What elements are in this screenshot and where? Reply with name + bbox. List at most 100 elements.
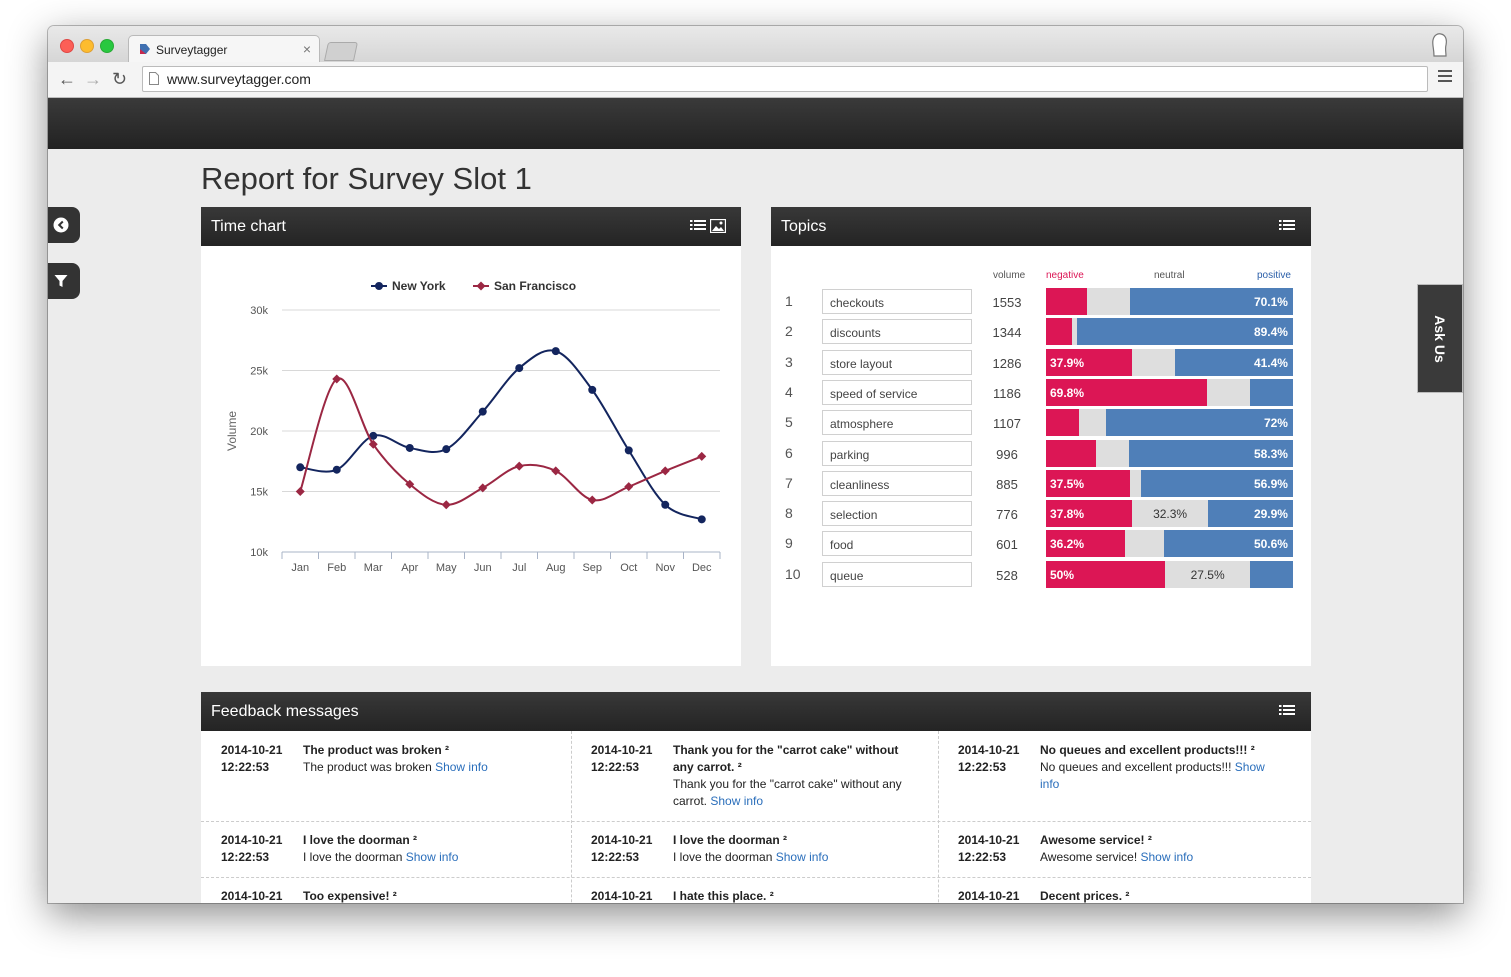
- data-point: [551, 347, 560, 356]
- topic-label-field[interactable]: queue: [822, 561, 972, 587]
- hamburger-menu-icon[interactable]: [1438, 70, 1452, 84]
- topic-label-field[interactable]: discounts: [822, 319, 972, 345]
- topic-label-field[interactable]: speed of service: [822, 379, 972, 405]
- negative-header: negative: [1046, 270, 1084, 281]
- topic-rank: 9: [785, 535, 793, 552]
- url-text[interactable]: www.surveytagger.com: [167, 71, 311, 87]
- list-view-icon[interactable]: [690, 219, 706, 233]
- column-divider: [571, 731, 572, 903]
- positive-segment-label: 72%: [1263, 416, 1288, 431]
- sentiment-bar[interactable]: 36.2% 50.6%: [1046, 530, 1293, 558]
- data-point: [624, 446, 633, 455]
- message-time: 12:22:53: [221, 850, 270, 864]
- neutral-segment-label: 32.3%: [1153, 507, 1188, 522]
- legend-label[interactable]: New York: [392, 279, 446, 293]
- message-content: Too expensive! ²: [303, 888, 543, 903]
- sentiment-bar[interactable]: 69.8%: [1046, 378, 1293, 406]
- sentiment-bar[interactable]: 37.8% 32.3% 29.9%: [1046, 500, 1293, 528]
- topics-table: volume negative neutral positive 1 checko…: [771, 246, 1311, 666]
- reload-icon[interactable]: ↻: [112, 69, 128, 89]
- legend-label[interactable]: San Francisco: [494, 279, 576, 293]
- positive-segment-label: 50.6%: [1253, 537, 1288, 552]
- sentiment-bar[interactable]: 50% 27.5%: [1046, 560, 1293, 588]
- new-tab-button[interactable]: [323, 42, 359, 61]
- tab-strip: Surveytagger ×: [48, 26, 1463, 63]
- back-arrow-icon[interactable]: ←: [58, 69, 76, 89]
- sentiment-bar[interactable]: 37.5% 56.9%: [1046, 469, 1293, 497]
- positive-segment-label: 70.1%: [1253, 295, 1288, 309]
- negative-segment: [1046, 409, 1079, 437]
- message-title: No queues and excellent products!!! ²: [1040, 743, 1255, 757]
- feedback-header: Feedback messages: [201, 692, 1311, 731]
- time-chart-panel: Time chart 10k 15k 20k 25k 30k Jan Feb Mar Apr Ma…: [201, 207, 741, 666]
- column-divider: [938, 731, 939, 903]
- positive-segment: 58.3%: [1129, 439, 1293, 467]
- message-title: I love the doorman ²: [303, 833, 418, 847]
- data-point: [661, 500, 670, 509]
- message-text: I love the doorman Show info: [303, 850, 459, 864]
- sentiment-bar[interactable]: 37.9% 41.4%: [1046, 348, 1293, 376]
- show-info-link[interactable]: Show info: [775, 850, 829, 864]
- negative-segment-label: 69.8%: [1050, 385, 1085, 400]
- topic-volume: 1107: [993, 416, 1021, 432]
- sentiment-bar[interactable]: 58.3%: [1046, 439, 1293, 467]
- negative-segment-label: 37.8%: [1050, 507, 1085, 522]
- positive-segment-label: 29.9%: [1253, 507, 1288, 522]
- image-view-icon[interactable]: [710, 219, 726, 233]
- neutral-segment-label: 27.5%: [1190, 567, 1225, 582]
- topic-label-field[interactable]: checkouts: [822, 289, 972, 314]
- show-info-link[interactable]: Show info: [405, 850, 459, 864]
- topic-rank: 7: [785, 474, 793, 491]
- topic-volume: 528: [996, 567, 1018, 583]
- show-info-link[interactable]: Show info: [435, 760, 488, 774]
- browser-tab[interactable]: Surveytagger ×: [128, 35, 320, 63]
- topics-header: Topics: [771, 207, 1311, 246]
- collapse-sidebar-button[interactable]: [48, 207, 80, 243]
- data-point: [478, 407, 487, 416]
- topic-label-field[interactable]: selection: [822, 501, 972, 527]
- sentiment-bar[interactable]: 72%: [1046, 409, 1293, 437]
- topic-volume: 996: [996, 446, 1018, 462]
- topic-label-field[interactable]: cleanliness: [822, 470, 972, 496]
- topic-label-field[interactable]: parking: [822, 440, 972, 466]
- data-point: [332, 465, 341, 474]
- positive-segment: 72%: [1105, 409, 1293, 437]
- message-time: 12:22:53: [221, 760, 270, 774]
- sentiment-bar[interactable]: 89.4%: [1046, 318, 1293, 346]
- neutral-segment: [1131, 348, 1175, 376]
- negative-segment: 69.8%: [1046, 378, 1207, 406]
- profile-icon[interactable]: [1430, 32, 1450, 58]
- message-timestamp: 2014-10-21: [958, 833, 1020, 847]
- topic-volume: 885: [996, 476, 1018, 492]
- sentiment-bar[interactable]: 70.1%: [1046, 288, 1293, 315]
- show-info-link[interactable]: Show info: [710, 794, 764, 808]
- message-timestamp: 2014-10-21: [591, 743, 653, 757]
- topic-rank: 8: [785, 505, 793, 522]
- feedback-message: 2014-10-21 12:22:53 Awesome service! ² Awes…: [958, 832, 1293, 866]
- negative-segment-label: 50%: [1050, 567, 1075, 582]
- negative-segment-label: 36.2%: [1050, 537, 1085, 552]
- minimize-window-button[interactable]: [80, 39, 94, 53]
- list-view-icon[interactable]: [1279, 219, 1295, 233]
- filter-button[interactable]: [48, 263, 80, 299]
- list-view-icon[interactable]: [1279, 704, 1295, 718]
- message-time: 12:22:53: [958, 760, 1007, 774]
- data-point: [296, 463, 305, 472]
- show-info-link[interactable]: Show info: [1040, 760, 1265, 791]
- topic-volume: 1286: [992, 355, 1022, 371]
- forward-arrow-icon[interactable]: →: [84, 69, 102, 89]
- ask-us-button[interactable]: Ask Us: [1417, 284, 1463, 393]
- address-bar[interactable]: www.surveytagger.com: [142, 66, 1428, 92]
- show-info-link[interactable]: Show info: [1140, 850, 1194, 864]
- topic-label-field[interactable]: store layout: [822, 349, 972, 375]
- neutral-segment: 32.3%: [1132, 500, 1209, 528]
- topic-label-field[interactable]: atmosphere: [822, 410, 972, 436]
- topic-rank: 6: [785, 444, 793, 461]
- tab-close-icon[interactable]: ×: [302, 41, 311, 57]
- zoom-window-button[interactable]: [100, 39, 114, 53]
- topic-label-field[interactable]: food: [822, 531, 972, 557]
- y-tick-label: 15k: [250, 487, 268, 499]
- close-window-button[interactable]: [60, 39, 74, 53]
- legend-marker: [476, 281, 486, 291]
